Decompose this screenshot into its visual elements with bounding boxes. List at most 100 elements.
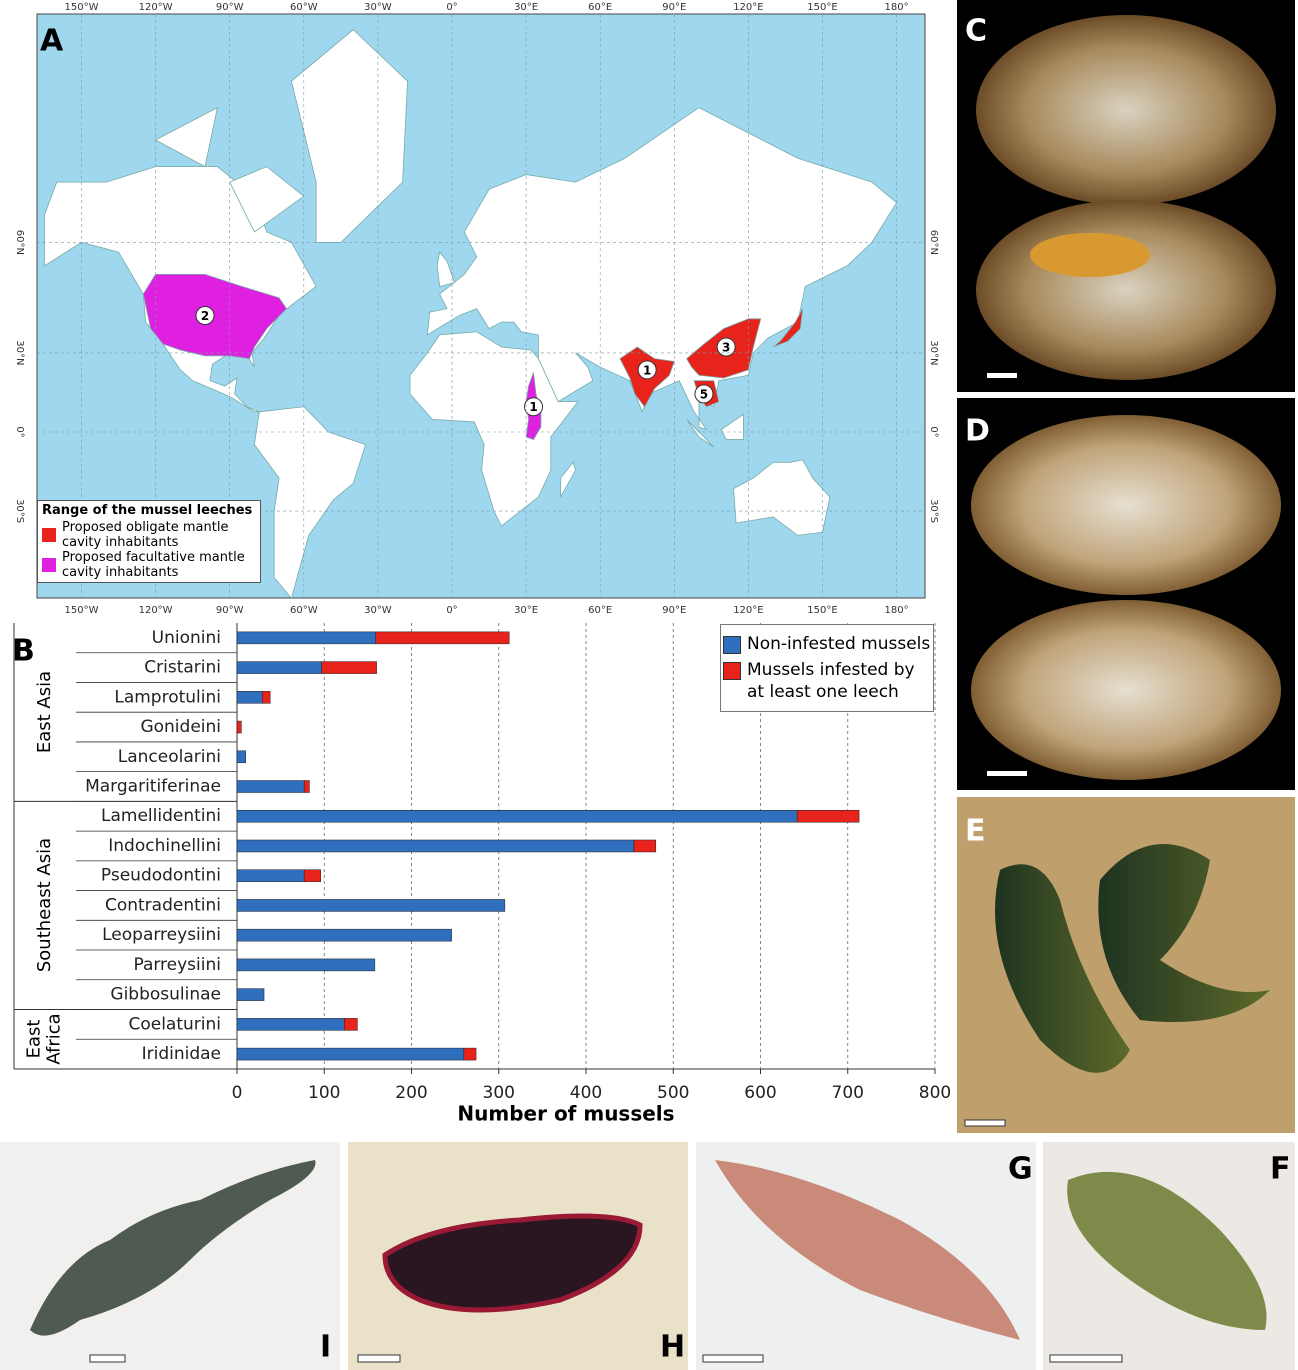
scale-bar (702, 1354, 764, 1363)
bar-segment (236, 928, 452, 942)
lat-label: 60°N (14, 230, 25, 255)
leech (715, 1160, 1020, 1340)
lon-label: 30°E (514, 605, 538, 616)
x-tick-label: 500 (657, 1083, 689, 1103)
lon-label: 60°W (290, 605, 318, 616)
panel-label: G (1008, 1152, 1033, 1187)
x-axis-title: Number of mussels (457, 1101, 674, 1125)
legend-swatch (42, 528, 56, 542)
range-facultative (142, 273, 288, 360)
bar-segment (236, 720, 242, 734)
lat-label: 30°S (928, 499, 939, 523)
region-label: 3 (722, 341, 730, 355)
legend-swatch (42, 558, 56, 572)
bar-segment (633, 839, 657, 853)
lon-label: 30°W (364, 2, 392, 13)
scale-bar (1049, 1354, 1123, 1363)
range-obligate (772, 308, 804, 348)
bar-segment (236, 988, 265, 1001)
y-tick-label: Leoparreysiini (102, 925, 221, 945)
lon-label: 180° (885, 2, 909, 13)
panel-label: F (1270, 1152, 1291, 1187)
x-tick-label: 800 (919, 1083, 951, 1103)
legend-swatch (723, 636, 741, 654)
scale-bar (987, 373, 1017, 378)
leech (995, 864, 1130, 1073)
x-tick-label: 700 (832, 1083, 864, 1103)
landmass (154, 106, 218, 168)
x-tick-label: 100 (308, 1083, 340, 1103)
shell (971, 600, 1281, 780)
panel-label: H (660, 1330, 685, 1365)
y-tick-label: Margaritiferinae (85, 777, 221, 797)
lat-label: 0° (928, 426, 939, 437)
lon-label: 60°E (588, 605, 612, 616)
lon-label: 180° (885, 605, 909, 616)
bar-segment (236, 869, 305, 882)
scale-bar (987, 771, 1027, 776)
bar-segment (375, 631, 510, 645)
y-tick-label: Pseudodontini (101, 866, 221, 886)
landmass (253, 406, 367, 600)
bar-segment (796, 809, 860, 823)
bar-segment (236, 750, 246, 764)
legend-label: Non-infested mussels (747, 634, 931, 654)
map-legend: Range of the mussel leeches Proposed obl… (37, 500, 261, 583)
bar-segment (236, 958, 376, 972)
lat-label: 30°N (14, 340, 25, 365)
y-tick-label: Parreysiini (133, 955, 221, 975)
lat-label: 60°N (928, 230, 939, 255)
leech (1030, 233, 1150, 277)
bar-segment (303, 869, 322, 882)
panel-label: E (965, 814, 986, 849)
legend-item: Non-infested mussels (723, 633, 931, 655)
group-label: East Africa (23, 1013, 65, 1065)
y-tick-label: Cristarini (144, 658, 221, 678)
y-tick-label: Lamellidentini (101, 806, 221, 826)
y-tick-label: Lanceolarini (118, 747, 221, 767)
x-tick-label: 200 (395, 1083, 427, 1103)
bar-segment (236, 1047, 465, 1061)
bar-segment (321, 661, 377, 674)
x-tick-label: 400 (570, 1083, 602, 1103)
scale-bar (89, 1354, 126, 1363)
region-marker (195, 305, 215, 325)
legend-label: Mussels infested by at least one leech (747, 660, 915, 702)
leech (1067, 1171, 1267, 1330)
lon-label: 60°W (290, 2, 318, 13)
lon-label: 90°W (216, 2, 244, 13)
x-tick-label: 0 (232, 1083, 243, 1103)
region-marker (637, 360, 657, 380)
landmass (229, 166, 305, 233)
landmass (291, 29, 408, 243)
landmass (733, 459, 831, 536)
legend-swatch (723, 662, 741, 680)
panel-label: A (40, 24, 64, 59)
bar-segment (236, 691, 263, 704)
landmass (560, 461, 576, 498)
lon-label: 150°W (65, 605, 99, 616)
landmass (436, 251, 455, 287)
lon-label: 150°E (807, 2, 837, 13)
x-tick-label: 600 (744, 1083, 776, 1103)
x-tick-label: 300 (483, 1083, 515, 1103)
region-label: 5 (700, 387, 708, 401)
bar-segment (236, 899, 506, 912)
y-tick-label: Lamprotulini (114, 687, 221, 707)
y-tick-label: Gibbosulinae (110, 985, 221, 1005)
lat-label: 30°N (928, 340, 939, 365)
lon-label: 0° (446, 605, 457, 616)
y-tick-label: Gonideini (140, 717, 221, 737)
region-label: 1 (643, 363, 651, 377)
map-legend-item: Proposed obligate mantle cavity inhabita… (42, 520, 256, 550)
bar-segment (236, 661, 322, 674)
lon-label: 90°E (662, 2, 686, 13)
shell (971, 415, 1281, 595)
legend-label: Proposed facultative mantle cavity inhab… (62, 550, 245, 580)
legend-item: Mussels infested by at least one leech (723, 659, 931, 703)
bar-segment (344, 1018, 358, 1031)
bar-segment (236, 839, 635, 853)
panel-label: C (965, 14, 987, 49)
lon-label: 60°E (588, 2, 612, 13)
